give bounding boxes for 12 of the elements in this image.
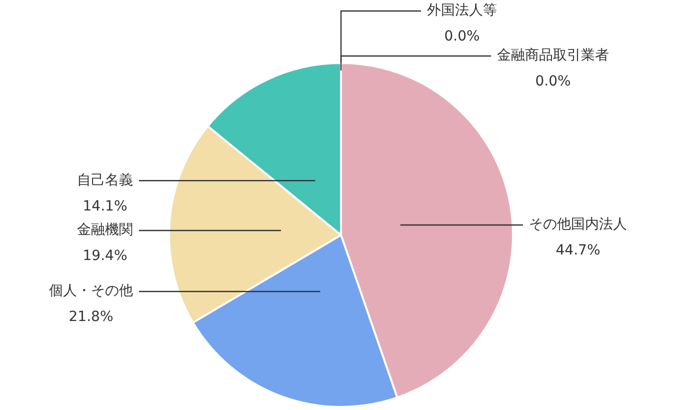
slice-label: 金融機関 <box>77 222 133 238</box>
data-label: 21.8% <box>68 309 114 326</box>
category-label: 金融商品取引業者 <box>497 48 609 64</box>
slice-label: 自己名義 <box>77 172 133 188</box>
slice-label: 個人・その他 <box>49 283 133 300</box>
data-label: 14.1% <box>82 198 128 214</box>
text: 0.0% <box>535 74 571 90</box>
category-label: 外国法人等 <box>427 2 497 19</box>
data-label: 19.4% <box>82 248 128 264</box>
data-label: 44.7% <box>556 242 600 259</box>
text: 0.0% <box>444 28 480 45</box>
slice-label: その他国内法人 <box>529 216 627 233</box>
